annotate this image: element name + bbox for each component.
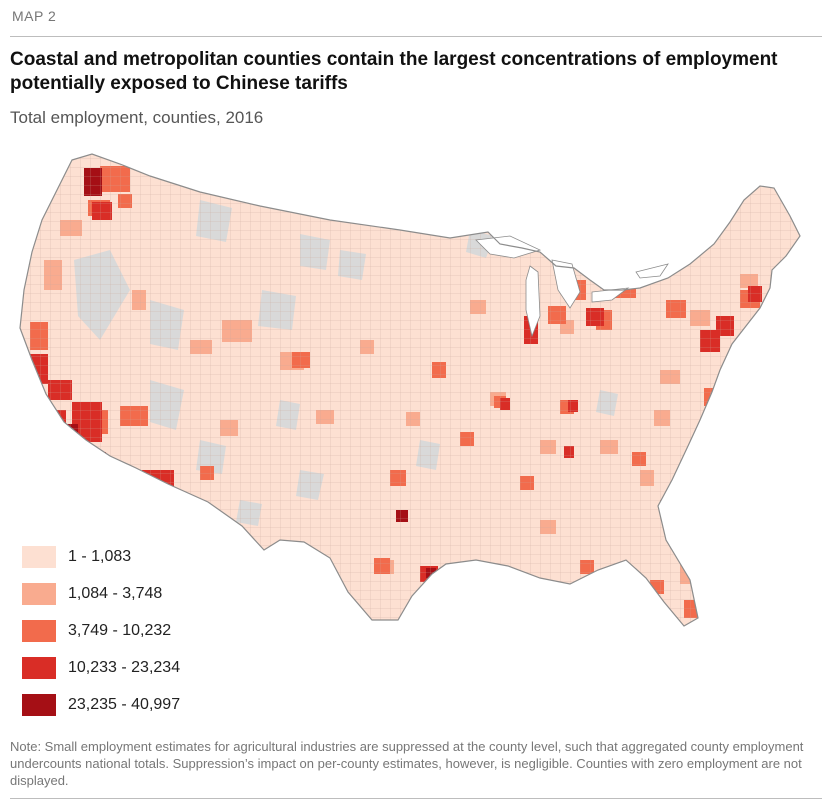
legend-label: 1 - 1,083 [68, 547, 132, 565]
legend-swatch [22, 656, 56, 679]
legend-label: 10,233 - 23,234 [68, 658, 181, 676]
legend-item: 1 - 1,083 [22, 538, 180, 575]
bottom-divider [10, 798, 822, 799]
map-title: Coastal and metropolitan counties contai… [10, 49, 778, 94]
footnote: Note: Small employment estimates for agr… [10, 739, 804, 788]
legend-label: 23,235 - 40,997 [68, 695, 181, 713]
map-subtitle: Total employment, counties, 2016 [10, 108, 264, 127]
legend-item: 1,084 - 3,748 [22, 575, 180, 612]
legend-swatch [22, 619, 56, 642]
legend-item: 10,233 - 23,234 [22, 649, 180, 686]
us-county-map [19, 153, 801, 627]
top-divider [10, 36, 822, 37]
map-legend: 1 - 1,083 1,084 - 3,748 3,749 - 10,232 1… [22, 538, 180, 723]
legend-item: 23,235 - 40,997 [22, 686, 180, 723]
map-number-label: MAP 2 [12, 8, 57, 24]
legend-label: 1,084 - 3,748 [68, 584, 163, 602]
legend-item: 3,749 - 10,232 [22, 612, 180, 649]
legend-swatch [22, 545, 56, 568]
great-lakes [475, 235, 669, 338]
legend-label: 3,749 - 10,232 [68, 621, 172, 639]
legend-swatch [22, 582, 56, 605]
legend-swatch [22, 693, 56, 716]
